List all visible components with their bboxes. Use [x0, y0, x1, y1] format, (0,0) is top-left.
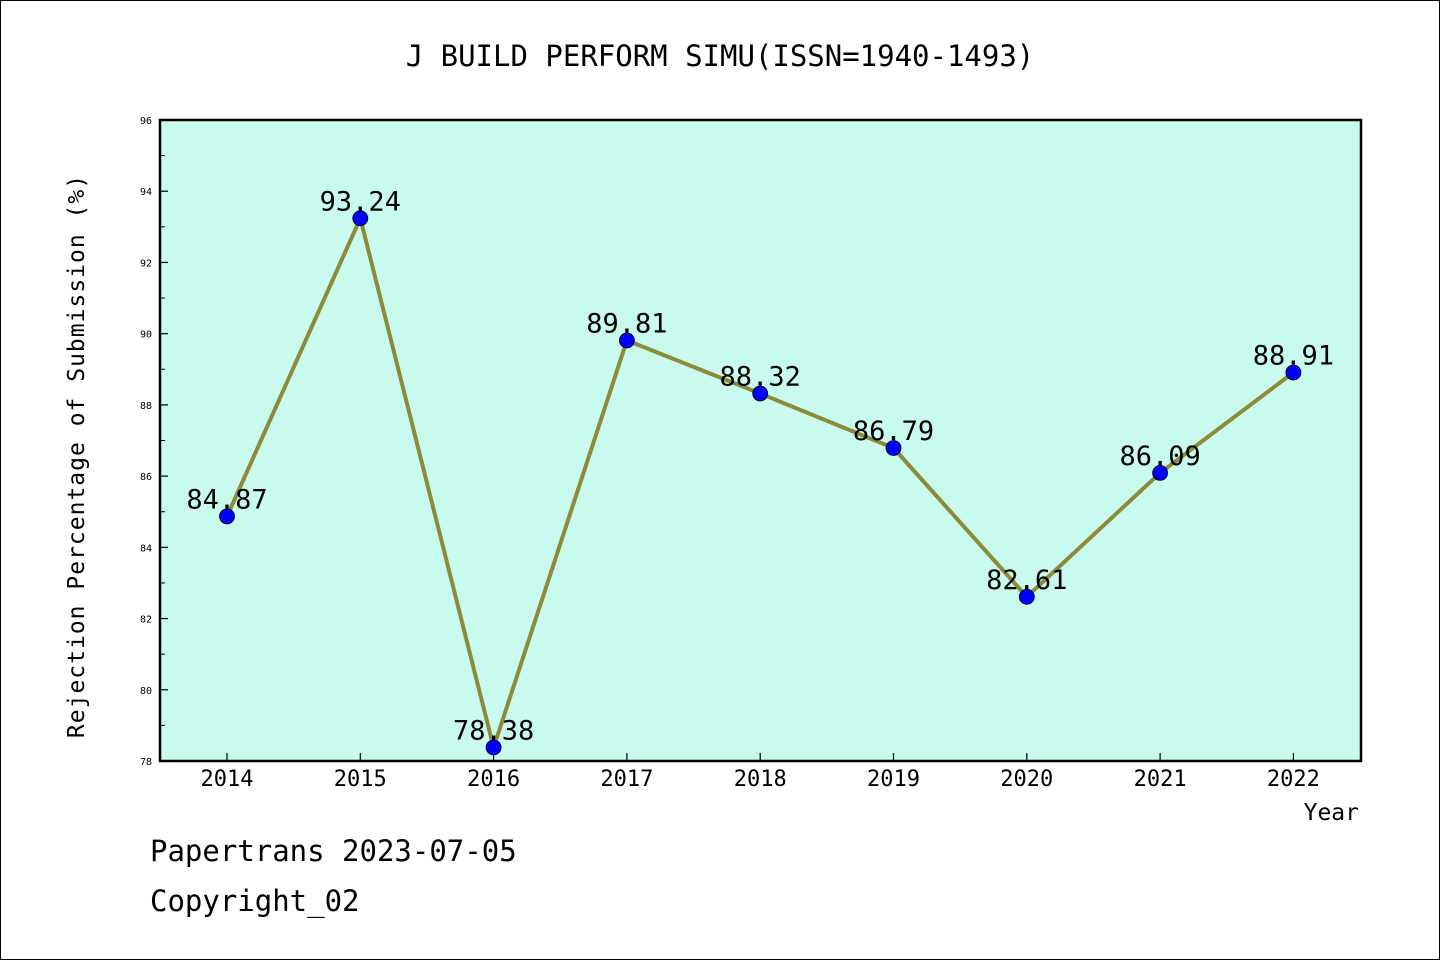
- x-tick-label: 2018: [734, 767, 787, 792]
- data-label: 88.32: [720, 361, 801, 392]
- data-label: 82.61: [986, 565, 1067, 596]
- x-tick-label: 2020: [1000, 767, 1053, 792]
- footer-copyright: Copyright_02: [150, 884, 360, 918]
- data-label: 78.38: [453, 715, 534, 746]
- y-tick-label: 88: [140, 401, 152, 412]
- y-tick-label: 86: [140, 472, 152, 483]
- y-tick-label: 78: [140, 757, 152, 768]
- data-label: 86.09: [1119, 441, 1200, 472]
- plot-border: [158, 118, 1363, 763]
- chart-title: J BUILD PERFORM SIMU(ISSN=1940-1493): [406, 39, 1035, 73]
- data-point: [485, 739, 502, 756]
- data-label: 86.79: [853, 416, 934, 447]
- data-label: 89.81: [586, 308, 667, 339]
- data-points: [219, 210, 1302, 756]
- plot-area: [160, 120, 1361, 761]
- data-point: [885, 440, 902, 456]
- y-tick-label: 90: [140, 330, 152, 341]
- data-point: [352, 210, 369, 227]
- y-tick-label: 82: [140, 615, 152, 626]
- y-tick-label: 94: [140, 187, 152, 198]
- y-tick-label: 80: [140, 686, 152, 697]
- x-axis-label: Year: [1304, 800, 1359, 826]
- y-tick-label: 96: [140, 116, 152, 127]
- x-tick-label: 2017: [600, 767, 653, 792]
- x-axis-ticks: 2014 2015 2016 2017 2018 2019 2020 2021 2022: [201, 753, 1320, 792]
- x-tick-label: 2016: [467, 767, 520, 792]
- data-labels: 84.87 93.24 78.38 89.81 88.32 86.79 82.61 86.09…: [186, 186, 1334, 746]
- x-tick-label: 2014: [201, 767, 254, 792]
- data-point: [1152, 465, 1168, 481]
- data-point: [219, 508, 235, 525]
- data-point: [619, 332, 635, 349]
- x-tick-label: 2022: [1267, 767, 1320, 792]
- x-tick-label: 2019: [867, 767, 920, 792]
- data-point: [1018, 588, 1035, 605]
- data-label: 93.24: [320, 186, 401, 217]
- data-point: [1285, 364, 1302, 381]
- x-tick-label: 2021: [1134, 767, 1187, 792]
- data-label: 88.91: [1253, 340, 1334, 371]
- data-label: 84.87: [186, 484, 267, 515]
- footer-date: Papertrans 2023-07-05: [150, 834, 517, 868]
- x-tick-label: 2015: [334, 767, 387, 792]
- y-axis-label: Rejection Percentage of Submission (%): [64, 174, 90, 738]
- data-point: [752, 385, 769, 402]
- y-tick-label: 92: [140, 258, 152, 269]
- y-tick-label: 84: [140, 543, 152, 554]
